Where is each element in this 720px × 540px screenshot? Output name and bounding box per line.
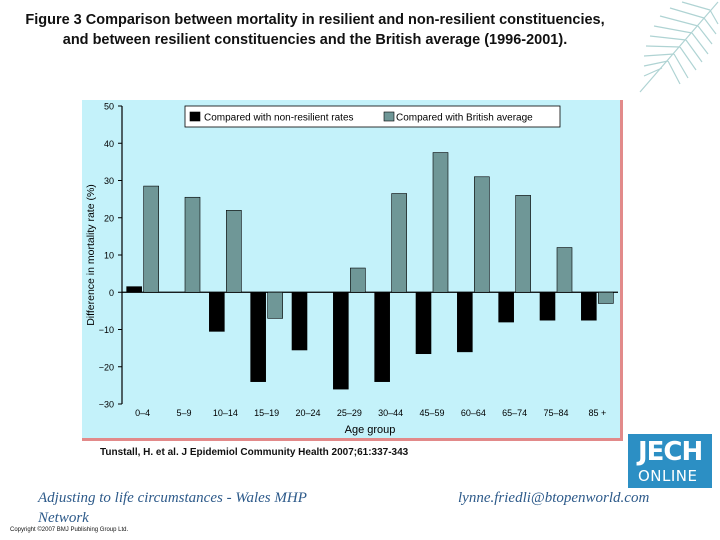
y-tick-label: 30 xyxy=(104,176,114,186)
bar-british-average xyxy=(598,291,614,304)
title-line-2: and between resilient constituencies and… xyxy=(62,32,568,48)
footer-network-title: Adjusting to life circumstances - Wales … xyxy=(38,490,307,526)
x-tick-label: 5–9 xyxy=(176,408,191,418)
bar-non-resilient xyxy=(581,291,597,321)
bar-british-average xyxy=(432,152,449,293)
y-tick-label: 0 xyxy=(109,288,114,298)
bar-non-resilient xyxy=(457,291,473,353)
x-tick-label: 10–14 xyxy=(213,408,238,418)
bar-non-resilient xyxy=(539,291,556,321)
title-line-1: Figure 3 Comparison between mortality in… xyxy=(25,12,605,28)
chart-panel: 50 40 30 20 10 0 −10 −20 −30 0–4 5–9 10–14 15–19 20… xyxy=(82,100,623,441)
slide-title: Figure 3 Comparison between mortality in… xyxy=(0,10,630,50)
y-tick-label: 20 xyxy=(104,213,114,223)
footer-email: lynne.friedli@btopenworld.com xyxy=(458,490,650,506)
legend-swatch xyxy=(383,111,395,122)
bar-british-average xyxy=(267,291,283,319)
x-tick-group: 0–4 5–9 10–14 15–19 20–24 25–29 30–44 45–59 60–6… xyxy=(135,408,606,418)
x-tick-label: 45–59 xyxy=(419,408,444,418)
x-tick-label: 0–4 xyxy=(135,408,150,418)
bar-non-resilient xyxy=(209,291,225,332)
y-tick-label: −20 xyxy=(99,362,114,372)
chart-legend: Compared with non-resilient rates Compare… xyxy=(184,105,561,128)
bar-british-average xyxy=(226,210,242,293)
y-tick-label: 50 xyxy=(104,102,114,112)
bar-non-resilient xyxy=(374,291,390,382)
y-tick-label: −10 xyxy=(99,325,114,335)
x-tick-label: 60–64 xyxy=(461,408,486,418)
copyright-notice: Copyright ©2007 BMJ Publishing Group Ltd… xyxy=(10,527,129,533)
bar-british-average xyxy=(515,195,531,293)
x-tick-label: 30–44 xyxy=(378,408,403,418)
x-tick-label: 85 + xyxy=(588,408,606,418)
bar-british-average xyxy=(143,185,159,293)
x-tick-label: 15–19 xyxy=(254,408,279,418)
legend-box xyxy=(184,105,561,128)
bar-british-average xyxy=(350,267,366,293)
x-axis-label: Age group xyxy=(345,424,396,436)
palm-leaf-decoration xyxy=(639,1,719,93)
bar-british-average xyxy=(474,176,490,293)
logo-top-text: JECH xyxy=(638,437,703,467)
x-tick-label: 25–29 xyxy=(337,408,362,418)
y-tick-label: 10 xyxy=(104,251,114,261)
bar-chart: 50 40 30 20 10 0 −10 −20 −30 0–4 5–9 10–14 15–19 20… xyxy=(85,102,618,436)
legend-label: Compared with British average xyxy=(396,113,533,124)
legend-swatch xyxy=(189,111,201,122)
bar-group xyxy=(126,152,614,390)
y-tick-label: −30 xyxy=(99,400,114,410)
y-axis-label: Difference in mortality rate (%) xyxy=(85,184,97,326)
bar-non-resilient xyxy=(250,291,266,382)
bar-british-average xyxy=(556,247,573,293)
bar-non-resilient xyxy=(291,291,308,351)
bar-british-average xyxy=(391,193,407,293)
y-tick-group: 50 40 30 20 10 0 −10 −20 −30 xyxy=(99,102,122,410)
bar-non-resilient xyxy=(415,291,432,355)
logo-bottom-text: ONLINE xyxy=(638,467,698,485)
jech-online-logo: JECH ONLINE xyxy=(628,434,712,488)
legend-label: Compared with non-resilient rates xyxy=(204,113,354,124)
x-tick-label: 75–84 xyxy=(543,408,568,418)
citation: Tunstall, H. et al. J Epidemiol Communit… xyxy=(100,447,409,458)
bar-non-resilient xyxy=(333,291,349,390)
y-tick-label: 40 xyxy=(104,139,114,149)
bar-non-resilient xyxy=(126,286,142,293)
bar-non-resilient xyxy=(498,291,514,323)
bar-british-average xyxy=(184,196,201,293)
x-tick-label: 65–74 xyxy=(502,408,527,418)
x-tick-label: 20–24 xyxy=(295,408,320,418)
